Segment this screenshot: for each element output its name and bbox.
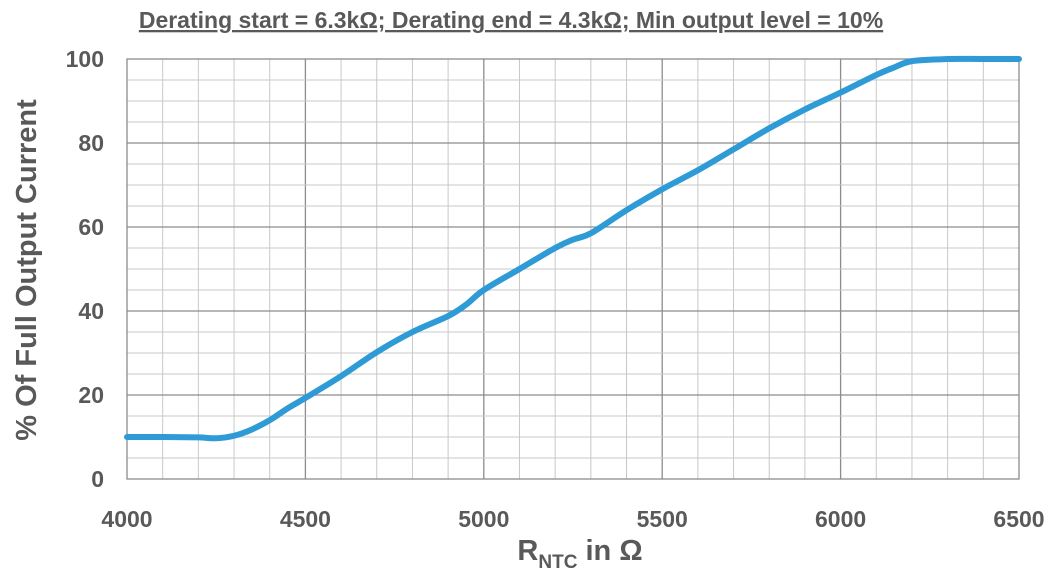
x-tick-label: 6500 <box>993 506 1044 532</box>
y-tick-label: 40 <box>78 298 104 324</box>
x-axis-label: RNTC in Ω <box>517 535 642 573</box>
x-tick-label: 6000 <box>815 506 866 532</box>
y-tick-label: 60 <box>78 214 104 240</box>
x-tick-label: 4000 <box>101 506 152 532</box>
x-axis-label-suffix: in Ω <box>577 535 642 567</box>
x-axis-label-subscript: NTC <box>538 552 577 573</box>
plot-area <box>126 58 1020 480</box>
x-tick-label: 4500 <box>280 506 331 532</box>
y-tick-label: 20 <box>78 382 104 408</box>
grid <box>126 58 1020 480</box>
series-layer <box>124 55 1022 442</box>
y-tick-label: 100 <box>66 46 104 72</box>
series-line-0 <box>124 55 1022 442</box>
x-axis-ticks: 4000 4500 5000 5500 6000 6500 <box>101 506 1044 532</box>
x-axis-label-main: R <box>517 535 538 567</box>
y-axis-label: % Of Full Output Current <box>11 99 43 441</box>
y-tick-label: 0 <box>91 466 104 492</box>
y-axis-ticks: 0 20 40 60 80 100 <box>66 46 104 492</box>
y-tick-label: 80 <box>78 130 104 156</box>
x-tick-label: 5000 <box>458 506 509 532</box>
chart-title: Derating start = 6.3kΩ; Derating end = 4… <box>139 7 883 33</box>
x-tick-label: 5500 <box>637 506 688 532</box>
